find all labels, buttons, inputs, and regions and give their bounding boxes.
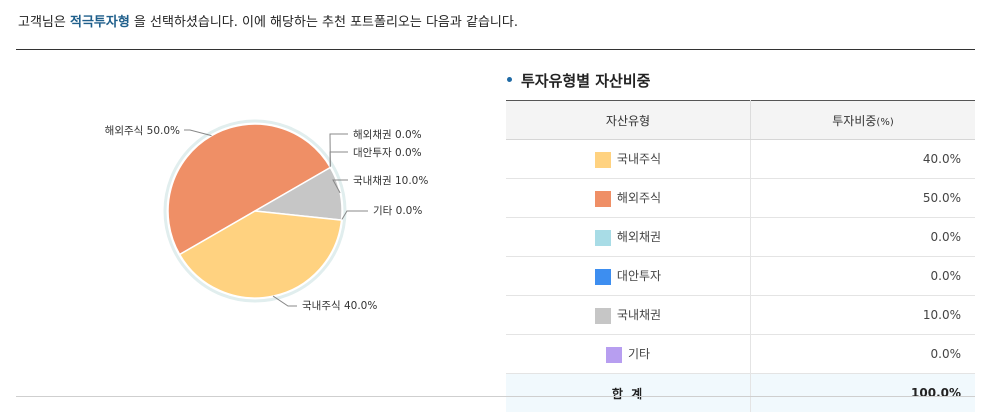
asset-type-cell: 해외주식 — [506, 178, 751, 218]
allocation-pie-chart: 해외주식 50.0% 해외채권 0.0% 대안투자 0.0% 국내채권 10.0% 기타… — [105, 119, 428, 312]
pie-outline — [163, 119, 347, 303]
color-swatch — [594, 268, 611, 285]
pie-leader-line — [272, 295, 297, 307]
pie-leader-line — [341, 210, 368, 221]
total-label: 합 계 — [506, 373, 751, 412]
pie-leader-line — [329, 133, 348, 168]
intro-text: 고객님은 적극투자형 을 선택하셨습니다. 이에 해당하는 추천 포트폴리오는 … — [18, 11, 518, 30]
pie-slice — [178, 210, 343, 299]
ratio-cell: 0.0% — [750, 334, 975, 374]
pie-slice-label: 기타 0.0% — [373, 205, 422, 217]
section-title: 투자유형별 자산비중 — [507, 70, 650, 91]
asset-type-cell: 해외채권 — [506, 217, 751, 257]
ratio-cell: 50.0% — [750, 178, 975, 218]
ratio-cell: 0.0% — [750, 256, 975, 296]
table-row: 국내채권 10.0% — [506, 295, 975, 335]
color-swatch — [594, 229, 611, 246]
color-swatch — [605, 346, 622, 363]
asset-name: 기타 — [627, 347, 651, 362]
asset-name: 국내채권 — [616, 308, 662, 323]
header-ratio: 투자비중(%) — [750, 100, 975, 140]
intro-prefix: 고객님은 — [18, 15, 70, 30]
pie-slice-label: 대안투자 0.0% — [353, 147, 422, 159]
asset-type-cell: 국내주식 — [506, 139, 751, 179]
total-value: 100.0% — [750, 373, 975, 412]
ratio-cell: 40.0% — [750, 139, 975, 179]
table-row: 해외채권 0.0% — [506, 217, 975, 257]
header-asset-type: 자산유형 — [506, 100, 751, 140]
color-swatch — [594, 190, 611, 207]
color-swatch — [594, 307, 611, 324]
color-swatch — [594, 151, 611, 168]
table-header-row: 자산유형 투자비중(%) — [506, 100, 975, 140]
asset-name: 대안투자 — [616, 269, 662, 284]
pie-slice-label: 해외채권 0.0% — [353, 128, 422, 141]
asset-type-cell: 기타 — [506, 334, 751, 374]
asset-name: 해외채권 — [616, 230, 662, 245]
investor-profile: 적극투자형 — [69, 15, 130, 30]
section-title-text: 투자유형별 자산비중 — [521, 72, 651, 90]
asset-name: 국내주식 — [616, 152, 662, 167]
pie-slice-label: 국내채권 10.0% — [353, 175, 428, 187]
allocation-table: 자산유형 투자비중(%) 국내주식 40.0% 해외주식 50.0% 해외채권 0.0% 대… — [506, 100, 975, 412]
table-row: 국내주식 40.0% — [506, 139, 975, 179]
top-divider — [16, 49, 975, 50]
table-row: 기타 0.0% — [506, 334, 975, 374]
ratio-cell: 10.0% — [750, 295, 975, 335]
total-row: 합 계 100.0% — [506, 373, 975, 412]
table-row: 대안투자 0.0% — [506, 256, 975, 296]
pie-leader-line — [329, 151, 348, 168]
bullet-icon — [507, 77, 512, 82]
asset-name: 해외주식 — [616, 191, 662, 206]
pie-slice — [167, 123, 332, 256]
intro-suffix: 을 선택하셨습니다. 이에 해당하는 추천 포트폴리오는 다음과 같습니다. — [129, 15, 518, 30]
asset-type-cell: 국내채권 — [506, 295, 751, 335]
asset-type-cell: 대안투자 — [506, 256, 751, 296]
table-row: 해외주식 50.0% — [506, 178, 975, 218]
bottom-divider — [16, 396, 975, 397]
ratio-cell: 0.0% — [750, 217, 975, 257]
pie-slice-label: 해외주식 50.0% — [105, 124, 180, 137]
pie-leader-line — [184, 129, 212, 137]
pie-leader-line — [332, 179, 348, 194]
pie-slice-label: 국내주식 40.0% — [302, 300, 377, 312]
